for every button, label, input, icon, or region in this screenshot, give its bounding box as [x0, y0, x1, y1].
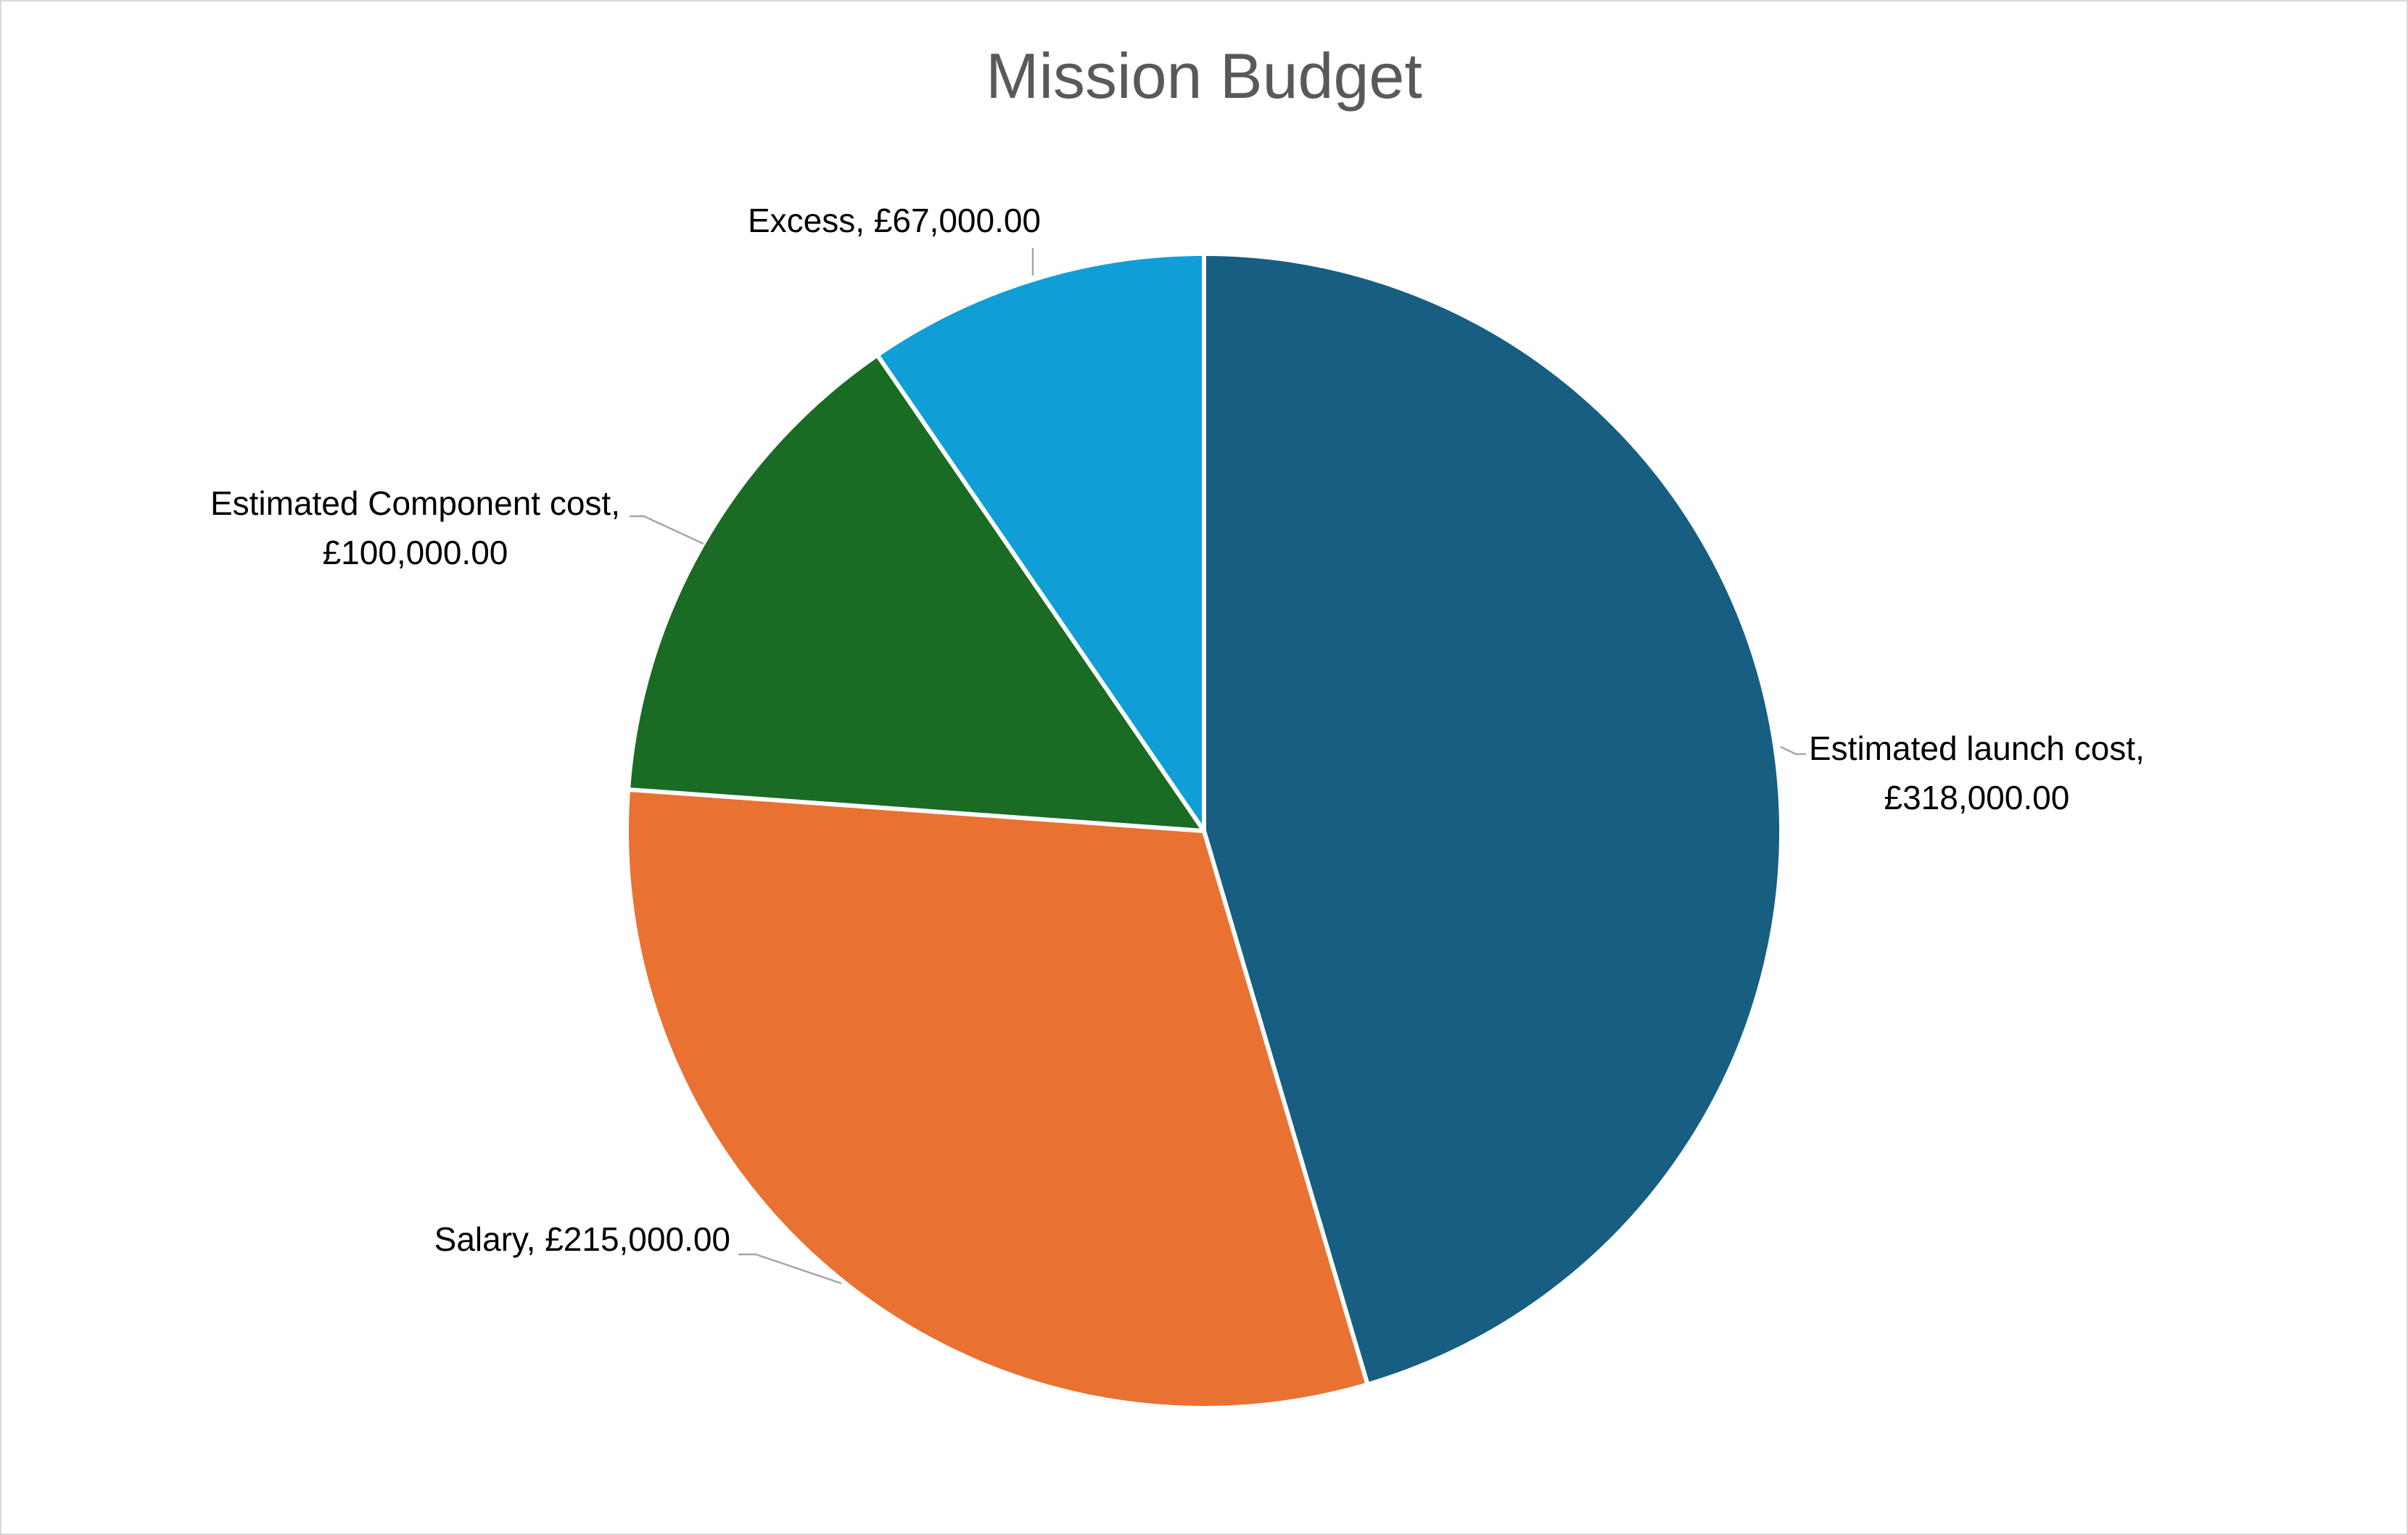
data-label-estimated-component-cost: Estimated Component cost, £100,000.00	[210, 484, 620, 571]
leader-line-salary	[738, 1253, 842, 1285]
pie-slice-estimated-launch-cost[interactable]	[1202, 252, 1784, 1387]
data-label-salary: Salary, £215,000.00	[434, 1220, 730, 1258]
data-label-estimated-launch-cost: Estimated launch cost, £318,000.00	[1809, 729, 2145, 816]
leader-line-estimated-launch-cost	[1780, 745, 1806, 756]
data-label-excess: Excess, £67,000.00	[748, 202, 1041, 239]
pie-slice-excess[interactable]	[875, 252, 1206, 833]
leader-line-estimated-component-cost	[630, 515, 704, 545]
pie-slice-salary[interactable]	[624, 787, 1370, 1410]
leader-lines	[630, 248, 1806, 1285]
data-labels: Estimated launch cost, £318,000.00 Salary,…	[210, 202, 2145, 1258]
chart-title: Mission Budget	[986, 40, 1422, 112]
pie-slices	[624, 252, 1784, 1410]
